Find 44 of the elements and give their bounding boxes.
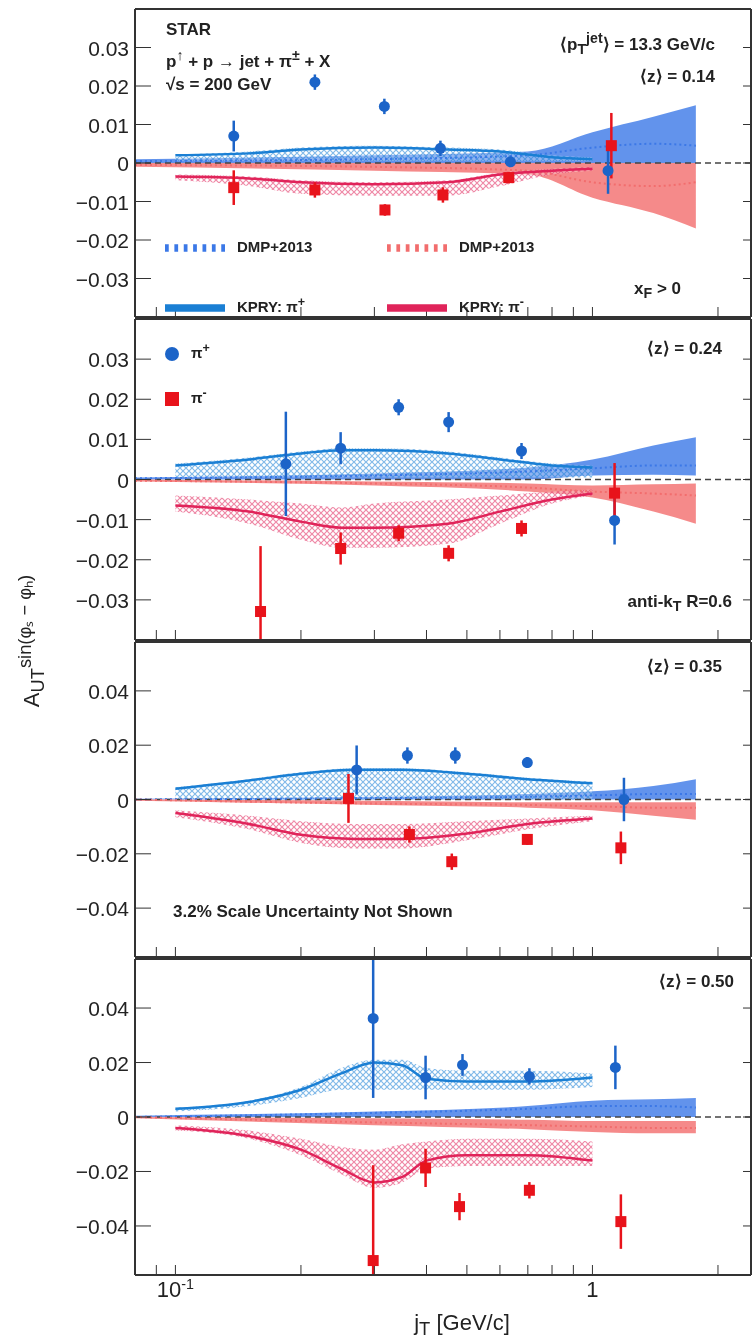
y-tick-label: −0.02 [75,1160,129,1184]
annotation: ⟨p$_{T}$$^{jet}$⟩ = 13.3 GeV/c [560,29,715,60]
annotation: 3.2% Scale Uncertainty Not Shown [173,901,453,923]
annotation: p$^{↑}$ + p → jet + π$^{±}$ + X [166,46,331,73]
x-tick-label: 10$^{-1}$ [156,1276,195,1302]
legend-label: π$^{+}$ [191,340,211,363]
y-tick-label: 0.04 [88,679,130,703]
y-tick-label: 0.04 [88,997,130,1021]
y-tick-label: 0.03 [88,36,129,60]
annotation: ⟨z⟩ = 0.24 [647,338,722,360]
y-tick-label: 0 [117,152,129,175]
annotation: anti-k$_{T}$ R=0.6 [627,591,732,617]
y-tick-label: 0.03 [88,348,129,372]
y-tick-label: −0.02 [75,229,129,252]
annotation: STAR [166,19,212,41]
y-tick-label: 0 [117,1106,129,1129]
legend-label: π$^{-}$ [191,385,208,408]
y-tick-label: 0.02 [88,1051,129,1075]
y-tick-label: −0.02 [75,548,129,572]
legend-label: DMP+2013 [237,236,314,257]
annotation: ⟨z⟩ = 0.50 [659,971,734,993]
legend-label: KPRY: π$^{+}$ [237,293,306,317]
annotation: ⟨z⟩ = 0.14 [640,66,715,88]
y-tick-label: −0.01 [75,190,129,214]
y-tick-label: 0.02 [88,388,129,412]
y-tick-label: 0.02 [88,734,129,758]
y-tick-label: −0.03 [75,588,129,612]
annotation: ⟨z⟩ = 0.35 [647,656,722,678]
y-tick-label: 0 [117,468,129,492]
y-tick-label: 0.02 [88,75,129,98]
legend-label: KPRY: π$^{-}$ [459,293,525,317]
x-tick-label: 1 [586,1277,599,1302]
y-tick-label: 0 [117,788,129,812]
x-axis-title: j$_{T}$ [GeV/c] [414,1310,510,1340]
y-tick-label: 0.01 [88,428,129,452]
y-tick-label: −0.02 [75,842,129,866]
y-tick-label: −0.03 [75,267,129,291]
annotation: x$_{F}$ > 0 [634,278,681,304]
annotation: √s = 200 GeV [166,74,272,96]
y-tick-label: −0.04 [75,897,130,921]
legend-label: DMP+2013 [459,236,536,257]
y-tick-label: −0.01 [75,508,129,532]
y-tick-label: 0.01 [88,113,129,137]
y-tick-label: −0.04 [75,1214,130,1238]
